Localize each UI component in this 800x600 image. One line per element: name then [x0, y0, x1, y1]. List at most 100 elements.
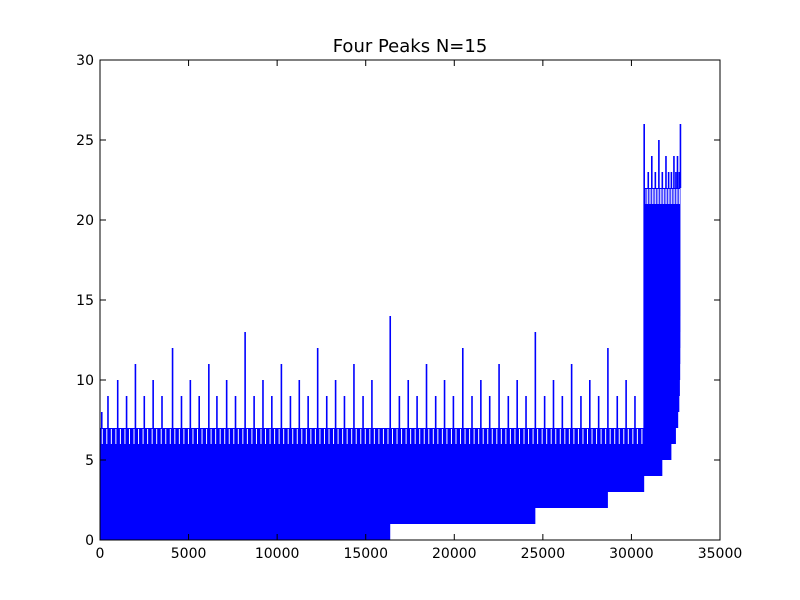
band-gap	[215, 429, 217, 444]
band-gap	[319, 429, 321, 444]
band-gap	[228, 429, 230, 444]
band-gap	[206, 429, 208, 444]
band-gap	[210, 429, 212, 444]
band-gap	[441, 429, 443, 444]
band-gap	[414, 429, 416, 444]
band-gap	[518, 429, 520, 444]
band-gap	[138, 429, 140, 444]
band-gap	[564, 429, 566, 444]
band-gap	[664, 189, 666, 204]
band-gap	[423, 429, 425, 444]
band-gap	[671, 189, 672, 204]
x-tick-label: 25000	[521, 546, 566, 562]
x-tick-label: 30000	[609, 546, 654, 562]
series-band	[100, 188, 681, 540]
band-gap	[437, 429, 439, 444]
y-tick-label: 5	[85, 453, 94, 469]
band-gap	[669, 189, 671, 204]
band-gap	[237, 429, 239, 444]
band-gap	[283, 429, 285, 444]
band-gap	[672, 189, 674, 204]
band-gap	[351, 429, 353, 444]
band-gap	[582, 429, 584, 444]
band-gap	[650, 189, 652, 204]
band-gap	[591, 429, 593, 444]
band-gap	[661, 189, 663, 204]
band-gap	[555, 429, 557, 444]
y-tick-label: 30	[76, 53, 94, 69]
band-gap	[265, 429, 267, 444]
band-gap	[142, 429, 144, 444]
band-gap	[419, 429, 421, 444]
band-gap	[537, 429, 539, 444]
band-gap	[269, 429, 271, 444]
band-gap	[387, 429, 389, 444]
band-gap	[106, 429, 108, 444]
band-gap	[478, 429, 480, 444]
band-gap	[658, 189, 660, 204]
band-gap	[197, 429, 199, 444]
band-gap	[550, 429, 552, 444]
band-gap	[101, 429, 103, 444]
x-axis-tick-labels: 0 5000 10000 15000 20000 25000 30000 35000	[96, 546, 743, 562]
y-tick-label: 0	[85, 533, 94, 549]
band-gap	[156, 429, 158, 444]
band-gap	[645, 189, 647, 204]
band-gap	[310, 429, 312, 444]
band-gap	[587, 429, 589, 444]
x-tick-label: 5000	[171, 546, 207, 562]
band-gap	[609, 429, 611, 444]
band-gap	[656, 189, 658, 204]
band-gap	[655, 189, 656, 204]
y-tick-label: 15	[76, 293, 94, 309]
band-gap	[596, 429, 598, 444]
band-gap	[160, 429, 162, 444]
band-gap	[192, 429, 194, 444]
band-gap	[573, 429, 575, 444]
x-tick-label: 15000	[343, 546, 388, 562]
band-gap	[636, 429, 638, 444]
band-gap	[360, 429, 362, 444]
band-gap	[523, 429, 525, 444]
band-gap	[647, 189, 648, 204]
band-gap	[600, 429, 602, 444]
band-gap	[183, 429, 185, 444]
band-gap	[532, 429, 534, 444]
x-tick-label: 10000	[255, 546, 300, 562]
band-gaps	[101, 189, 680, 444]
band-gap	[666, 189, 668, 204]
band-gap	[328, 429, 330, 444]
band-gap	[174, 429, 176, 444]
band-gap	[219, 429, 221, 444]
band-gap	[128, 429, 130, 444]
band-gap	[450, 429, 452, 444]
band-gap	[410, 429, 412, 444]
band-gap	[674, 189, 676, 204]
band-gap	[568, 429, 570, 444]
band-gap	[346, 429, 348, 444]
band-gap	[378, 429, 380, 444]
series-marks	[100, 124, 682, 540]
band-gap	[455, 429, 457, 444]
band-gap	[487, 429, 489, 444]
series-peaks	[100, 124, 682, 428]
band-gap	[151, 429, 153, 444]
chart-title: Four Peaks N=15	[333, 36, 488, 57]
band-gap	[246, 429, 248, 444]
band-gap	[314, 429, 316, 444]
band-gap	[287, 429, 289, 444]
band-gap	[124, 429, 126, 444]
band-gap	[641, 429, 643, 444]
band-gap	[224, 429, 226, 444]
band-gap	[201, 429, 203, 444]
band-gap	[242, 429, 244, 444]
band-gap	[333, 429, 335, 444]
band-gap	[255, 429, 257, 444]
band-gap	[147, 429, 149, 444]
band-gap	[460, 429, 462, 444]
band-gap	[541, 429, 543, 444]
band-gap	[559, 429, 561, 444]
band-gap	[618, 429, 620, 444]
band-gap	[274, 429, 276, 444]
band-gap	[623, 429, 625, 444]
